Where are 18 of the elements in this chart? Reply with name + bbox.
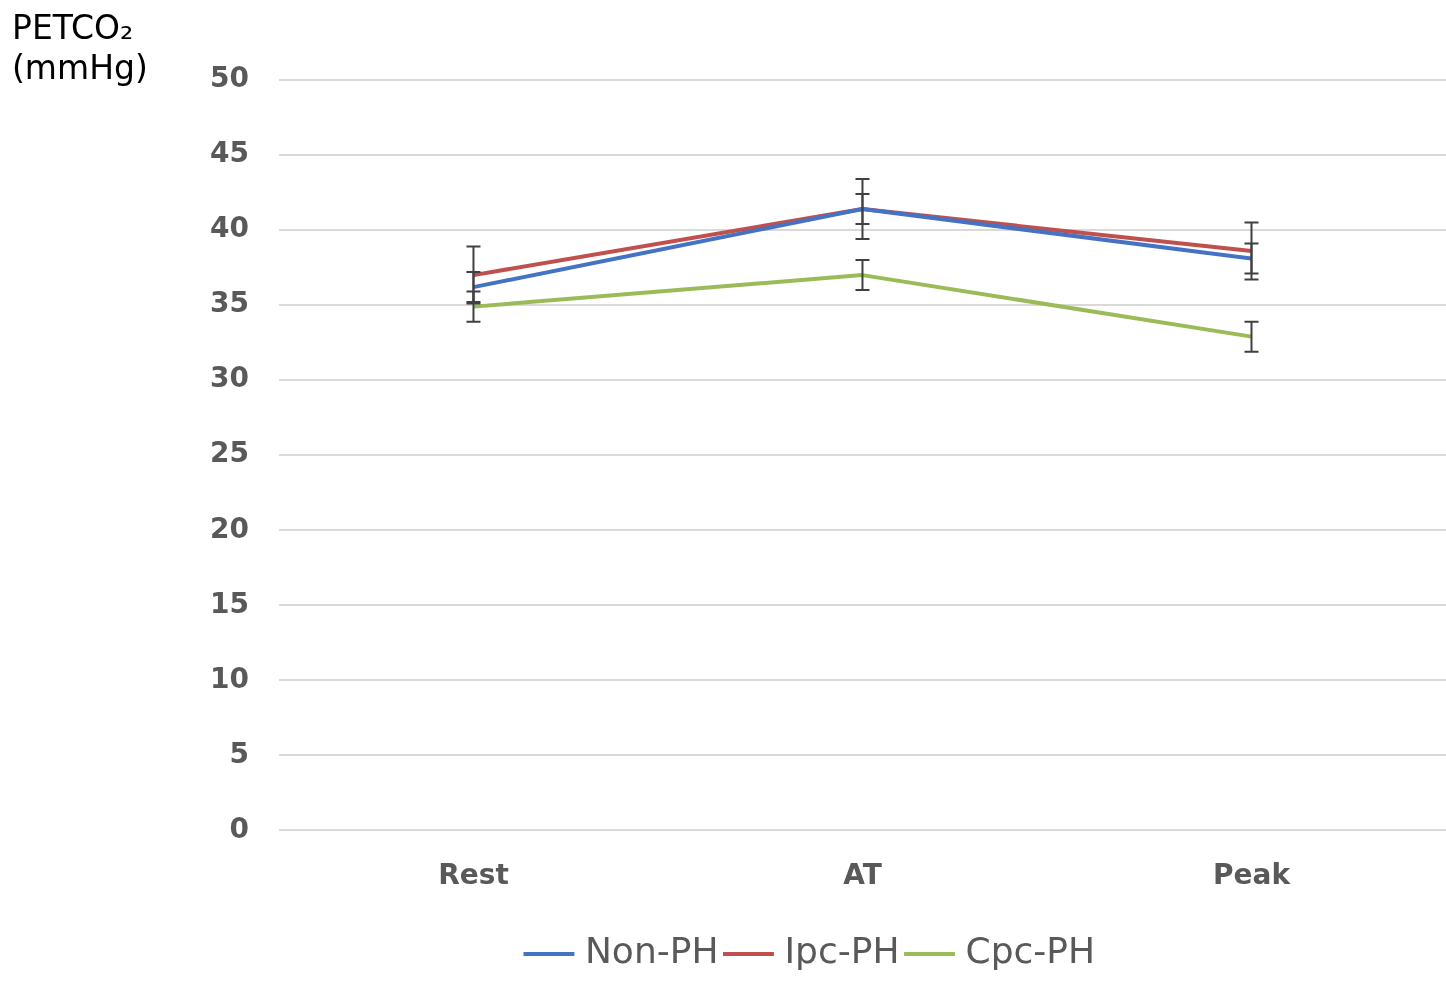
y-tick-label: 35	[210, 286, 249, 320]
x-tick-label: Peak	[1212, 858, 1292, 892]
y-tick-label: 45	[210, 136, 249, 170]
y-tick-label: 5	[229, 736, 249, 770]
legend-label: Ipc-PH	[784, 930, 900, 972]
y-tick-label: 25	[210, 436, 249, 470]
y-tick-label: 15	[210, 586, 249, 620]
y-tick-label: 10	[210, 661, 249, 695]
y-tick-label: 50	[210, 61, 249, 95]
y-axis-title: PETCO₂ (mmHg)	[12, 8, 149, 88]
y-tick-label: 30	[210, 361, 249, 395]
legend-label: Non-PH	[584, 930, 719, 972]
x-tick-label: AT	[843, 858, 882, 892]
y-tick-label: 20	[210, 511, 249, 545]
x-tick-label: Rest	[438, 858, 509, 892]
y-tick-label: 0	[229, 811, 249, 845]
legend-label: Cpc-PH	[965, 930, 1096, 972]
y-tick-label: 40	[210, 211, 249, 245]
